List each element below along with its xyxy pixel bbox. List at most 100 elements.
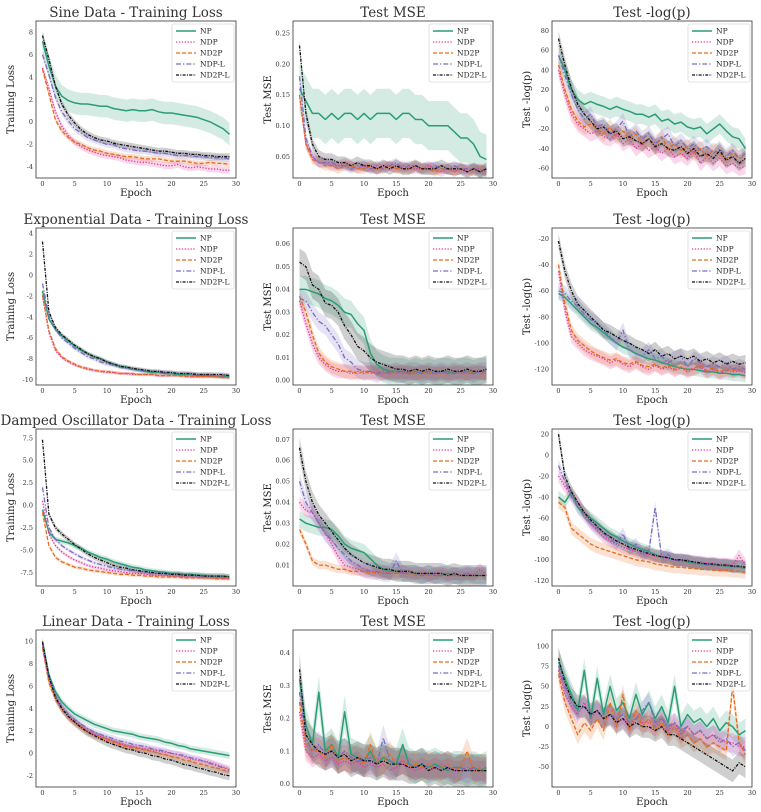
- legend-box: [171, 632, 235, 692]
- chart-panel-3: Test -log(p) 0 5 10 15 20 25 30 -60 -40 -20 0 20 40 60…: [522, 5, 756, 199]
- plot-area: [41, 239, 230, 380]
- y-tick-label: 0: [29, 750, 33, 758]
- y-tick-label: 5.0: [23, 457, 33, 465]
- x-axis-label: Epoch: [636, 395, 668, 406]
- x-tick-label: 30: [748, 789, 756, 797]
- band-nd2p: [299, 525, 487, 580]
- y-tick-label: 10: [25, 638, 33, 646]
- band-ndp: [558, 264, 746, 380]
- x-axis-label: Epoch: [120, 797, 152, 808]
- x-tick-label: 10: [103, 588, 111, 596]
- y-axis-label: Test MSE: [263, 282, 274, 331]
- y-axis-label: Test MSE: [263, 75, 274, 124]
- band-nd2p-l: [42, 637, 230, 781]
- legend-label-ndp: NDP: [457, 446, 475, 455]
- band-ndp: [558, 660, 746, 757]
- x-tick-label: 15: [651, 588, 659, 596]
- legend-label-np: NP: [716, 234, 728, 243]
- legend-label-nd2p: ND2P: [200, 457, 222, 466]
- series-line-nd2p-l: [557, 38, 746, 164]
- series-line-nd2p: [557, 674, 747, 756]
- series-line-ndp: [557, 271, 746, 374]
- y-tick-label: 4: [29, 705, 33, 713]
- x-tick-label: 5: [589, 387, 593, 395]
- x-tick-label: 15: [651, 180, 659, 188]
- series-line-np: [41, 641, 230, 757]
- chart-title: Test MSE: [360, 614, 426, 630]
- x-tick-label: 5: [73, 387, 77, 395]
- y-axis-label: Training Loss: [6, 473, 17, 542]
- y-tick-label: 0.25: [276, 30, 290, 38]
- legend-label-np: NP: [200, 234, 212, 243]
- legend-label-ndp-l: NDP-L: [457, 267, 482, 276]
- x-tick-label: 30: [232, 588, 240, 596]
- series-line-ndp-l: [557, 55, 746, 160]
- band-ndp: [558, 62, 746, 177]
- legend-label-nd2p: ND2P: [716, 49, 738, 58]
- y-tick-label: -40: [539, 145, 549, 153]
- legend: NP NDP ND2P NDP-L ND2P-L: [687, 632, 751, 692]
- y-axis-label: Test -log(p): [522, 680, 533, 737]
- plot-area: [557, 429, 747, 579]
- series-line-nd2p-l: [41, 241, 230, 377]
- y-tick-label: -20: [539, 472, 549, 480]
- series-line-ndp: [557, 69, 746, 169]
- legend: NP NDP ND2P NDP-L ND2P-L: [428, 431, 492, 491]
- y-tick-label: 0.3: [280, 682, 290, 690]
- band-ndp-l: [558, 656, 746, 761]
- series-line-nd2p-l: [298, 447, 487, 577]
- x-tick-label: 5: [330, 387, 334, 395]
- y-tick-label: 0.05: [276, 263, 290, 271]
- y-tick-label: 0.0: [280, 780, 290, 788]
- y-tick-label: -80: [539, 313, 549, 321]
- y-tick-label: -5.0: [20, 546, 33, 554]
- y-tick-label: -8: [27, 355, 33, 363]
- x-axis-label: Epoch: [377, 797, 409, 808]
- chart-panel-8: Test MSE 0 5 10 15 20 25 30 0.01 0.02 0.03 0.04 0.05…: [263, 413, 497, 607]
- y-tick-label: 25: [541, 703, 549, 711]
- series-line-ndp-l: [558, 290, 746, 370]
- y-tick-label: 0.02: [276, 540, 290, 548]
- legend: NP NDP ND2P NDP-L ND2P-L: [171, 230, 235, 290]
- x-tick-label: 25: [457, 789, 465, 797]
- x-tick-label: 15: [135, 789, 143, 797]
- series-line-nd2p-l: [298, 45, 487, 173]
- x-tick-label: 15: [651, 387, 659, 395]
- x-axis-label: Epoch: [377, 596, 409, 607]
- x-tick-label: 10: [619, 588, 627, 596]
- series-line-nd2p-l: [299, 261, 487, 372]
- axes-frame: [551, 428, 753, 587]
- band-ndp-l: [558, 282, 746, 378]
- legend-label-ndp: NDP: [457, 38, 475, 47]
- x-tick-label: 25: [457, 588, 465, 596]
- band-ndp: [299, 702, 487, 781]
- y-tick-label: -10: [23, 376, 33, 384]
- y-tick-label: 40: [541, 66, 549, 74]
- x-tick-label: 20: [424, 789, 432, 797]
- band-np: [558, 45, 746, 159]
- legend-label-nd2p: ND2P: [200, 256, 222, 265]
- legend: NP NDP ND2P NDP-L ND2P-L: [428, 230, 492, 290]
- legend: NP NDP ND2P NDP-L ND2P-L: [171, 431, 235, 491]
- series-line-nd2p: [557, 264, 746, 373]
- legend-label-np: NP: [200, 636, 212, 645]
- y-tick-label: 0.04: [276, 286, 290, 294]
- y-tick-label: 0.05: [276, 153, 290, 161]
- chart-title: Damped Oscillator Data - Training Loss: [1, 413, 272, 429]
- x-tick-label: 10: [360, 789, 368, 797]
- band-np: [299, 510, 487, 584]
- x-tick-label: 25: [457, 387, 465, 395]
- band-ndp: [42, 643, 230, 773]
- chart-panel-5: Test MSE 0 5 10 15 20 25 30 0.00 0.01 0.02 0.03 0.04…: [263, 212, 497, 406]
- y-tick-label: -20: [539, 235, 549, 243]
- chart-title: Test -log(p): [613, 413, 690, 429]
- x-tick-label: 30: [748, 588, 756, 596]
- series-line-ndp: [41, 646, 230, 770]
- y-axis-label: Test -log(p): [522, 278, 533, 335]
- y-axis-label: Training Loss: [6, 674, 17, 743]
- y-tick-label: 0.06: [276, 457, 290, 465]
- axes-frame: [292, 20, 494, 179]
- legend-label-ndp: NDP: [200, 38, 218, 47]
- y-tick-label: 80: [541, 27, 549, 35]
